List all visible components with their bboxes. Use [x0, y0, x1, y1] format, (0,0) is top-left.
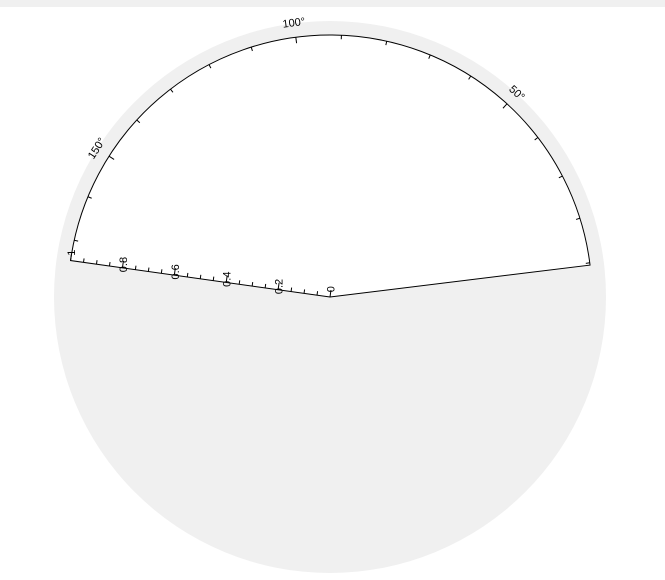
- r-minor-tick: [186, 272, 189, 278]
- r-major-tick: [121, 260, 124, 268]
- theta-minor-tick: [170, 88, 174, 93]
- r-major-tick: [277, 282, 280, 290]
- r-tick-label: 0.2: [274, 279, 286, 294]
- r-minor-tick: [316, 291, 319, 296]
- theta-minor-tick: [74, 239, 79, 242]
- r-minor-tick: [251, 282, 254, 287]
- top-band: [0, 0, 665, 7]
- theta-minor-tick: [468, 75, 472, 80]
- r-minor-tick: [199, 274, 202, 279]
- theta-minor-tick: [208, 64, 212, 69]
- r-tick-label: 0.4: [222, 272, 234, 287]
- theta-minor-tick: [585, 262, 590, 264]
- theta-minor-tick: [385, 41, 388, 46]
- r-minor-tick: [290, 287, 293, 292]
- plot-wedge: [69, 34, 591, 298]
- r-major-tick: [225, 275, 228, 283]
- r-tick-label: 0.8: [118, 257, 130, 272]
- r-minor-tick: [83, 258, 85, 263]
- r-major-tick: [70, 253, 73, 261]
- theta-minor-tick: [558, 175, 563, 179]
- r-minor-tick: [160, 269, 163, 274]
- r-minor-tick: [95, 260, 98, 265]
- r-tick-label: 0.6: [170, 264, 182, 279]
- theta-major-tick: [108, 155, 115, 160]
- r-minor-tick: [147, 267, 150, 272]
- theta-minor-tick: [428, 54, 431, 59]
- r-minor-tick: [238, 280, 241, 285]
- r-minor-tick: [264, 283, 267, 288]
- r-tick-label: 1: [66, 250, 78, 256]
- theta-tick-label: 100°: [282, 16, 306, 31]
- theta-minor-tick: [136, 119, 141, 124]
- r-major-tick: [173, 268, 176, 276]
- theta-minor-tick: [575, 217, 581, 220]
- theta-major-tick: [295, 37, 298, 44]
- r-minor-tick: [303, 289, 306, 294]
- theta-minor-tick: [250, 46, 253, 52]
- theta-minor-tick: [534, 137, 539, 141]
- r-minor-tick: [108, 261, 111, 267]
- r-major-tick: [329, 289, 332, 298]
- r-minor-tick: [212, 276, 215, 281]
- theta-minor-tick: [87, 196, 92, 199]
- r-tick-label: 0: [325, 286, 337, 292]
- theta-major-tick: [502, 103, 508, 109]
- r-minor-tick: [134, 265, 137, 270]
